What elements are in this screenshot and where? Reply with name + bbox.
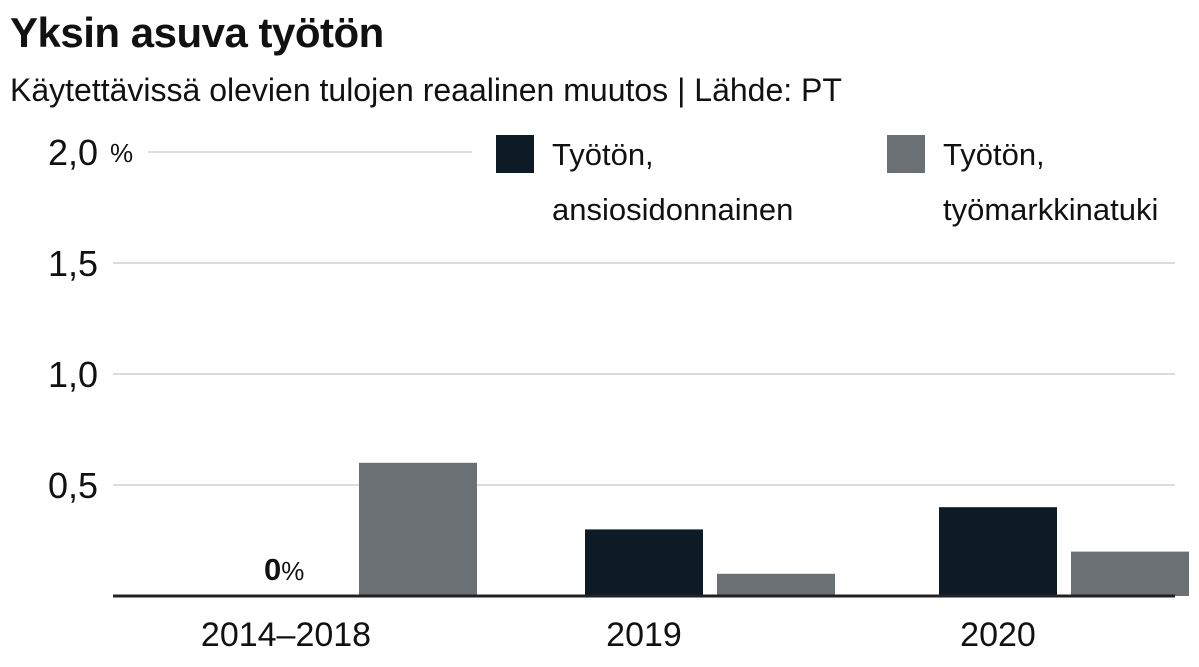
legend: Työtön, ansiosidonnainen Työtön, työmarkkin… <box>496 135 1158 227</box>
x-tick-label: 2020 <box>960 616 1036 654</box>
bar <box>939 507 1057 596</box>
bar <box>359 462 477 596</box>
annotations: 0% <box>264 552 304 587</box>
y-tick-label: 1,0 <box>48 354 98 395</box>
legend-label: työmarkkinatuki <box>943 192 1158 227</box>
y-tick-label: 2,0 <box>48 132 98 173</box>
y-axis: 2,0 % 1,5 1,0 0,5 <box>48 132 133 506</box>
legend-label: Työtön, <box>943 137 1045 172</box>
y-tick-label: 0,5 <box>48 465 98 506</box>
gridlines <box>113 151 1175 486</box>
legend-swatch <box>887 135 925 173</box>
chart-title: Yksin asuva työtön <box>10 9 384 56</box>
zero-value-label: 0% <box>264 552 304 587</box>
bar <box>1071 551 1189 596</box>
legend-label: ansiosidonnainen <box>552 192 793 227</box>
y-tick-label: 1,5 <box>48 243 98 284</box>
legend-label: Työtön, <box>552 137 654 172</box>
bar <box>717 573 835 596</box>
y-unit-label: % <box>110 138 133 168</box>
x-tick-label: 2014–2018 <box>201 616 371 654</box>
chart-subtitle: Käytettävissä olevien tulojen reaalinen … <box>10 72 842 108</box>
x-axis: 2014–2018 2019 2020 <box>201 616 1036 654</box>
x-tick-label: 2019 <box>606 616 682 654</box>
bar <box>585 529 703 596</box>
bars <box>359 462 1189 596</box>
legend-swatch <box>496 135 534 173</box>
